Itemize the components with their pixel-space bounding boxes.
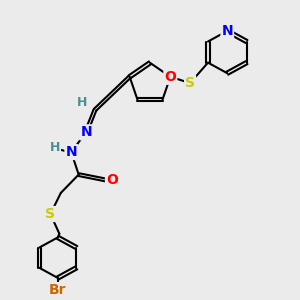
Text: H: H (50, 141, 60, 154)
Text: O: O (164, 70, 176, 84)
Text: Br: Br (49, 283, 67, 297)
Text: N: N (221, 24, 233, 38)
Text: S: S (185, 76, 195, 90)
Text: S: S (45, 207, 56, 221)
Text: O: O (106, 173, 118, 187)
Text: N: N (80, 125, 92, 140)
Text: H: H (76, 96, 87, 109)
Text: N: N (65, 145, 77, 159)
